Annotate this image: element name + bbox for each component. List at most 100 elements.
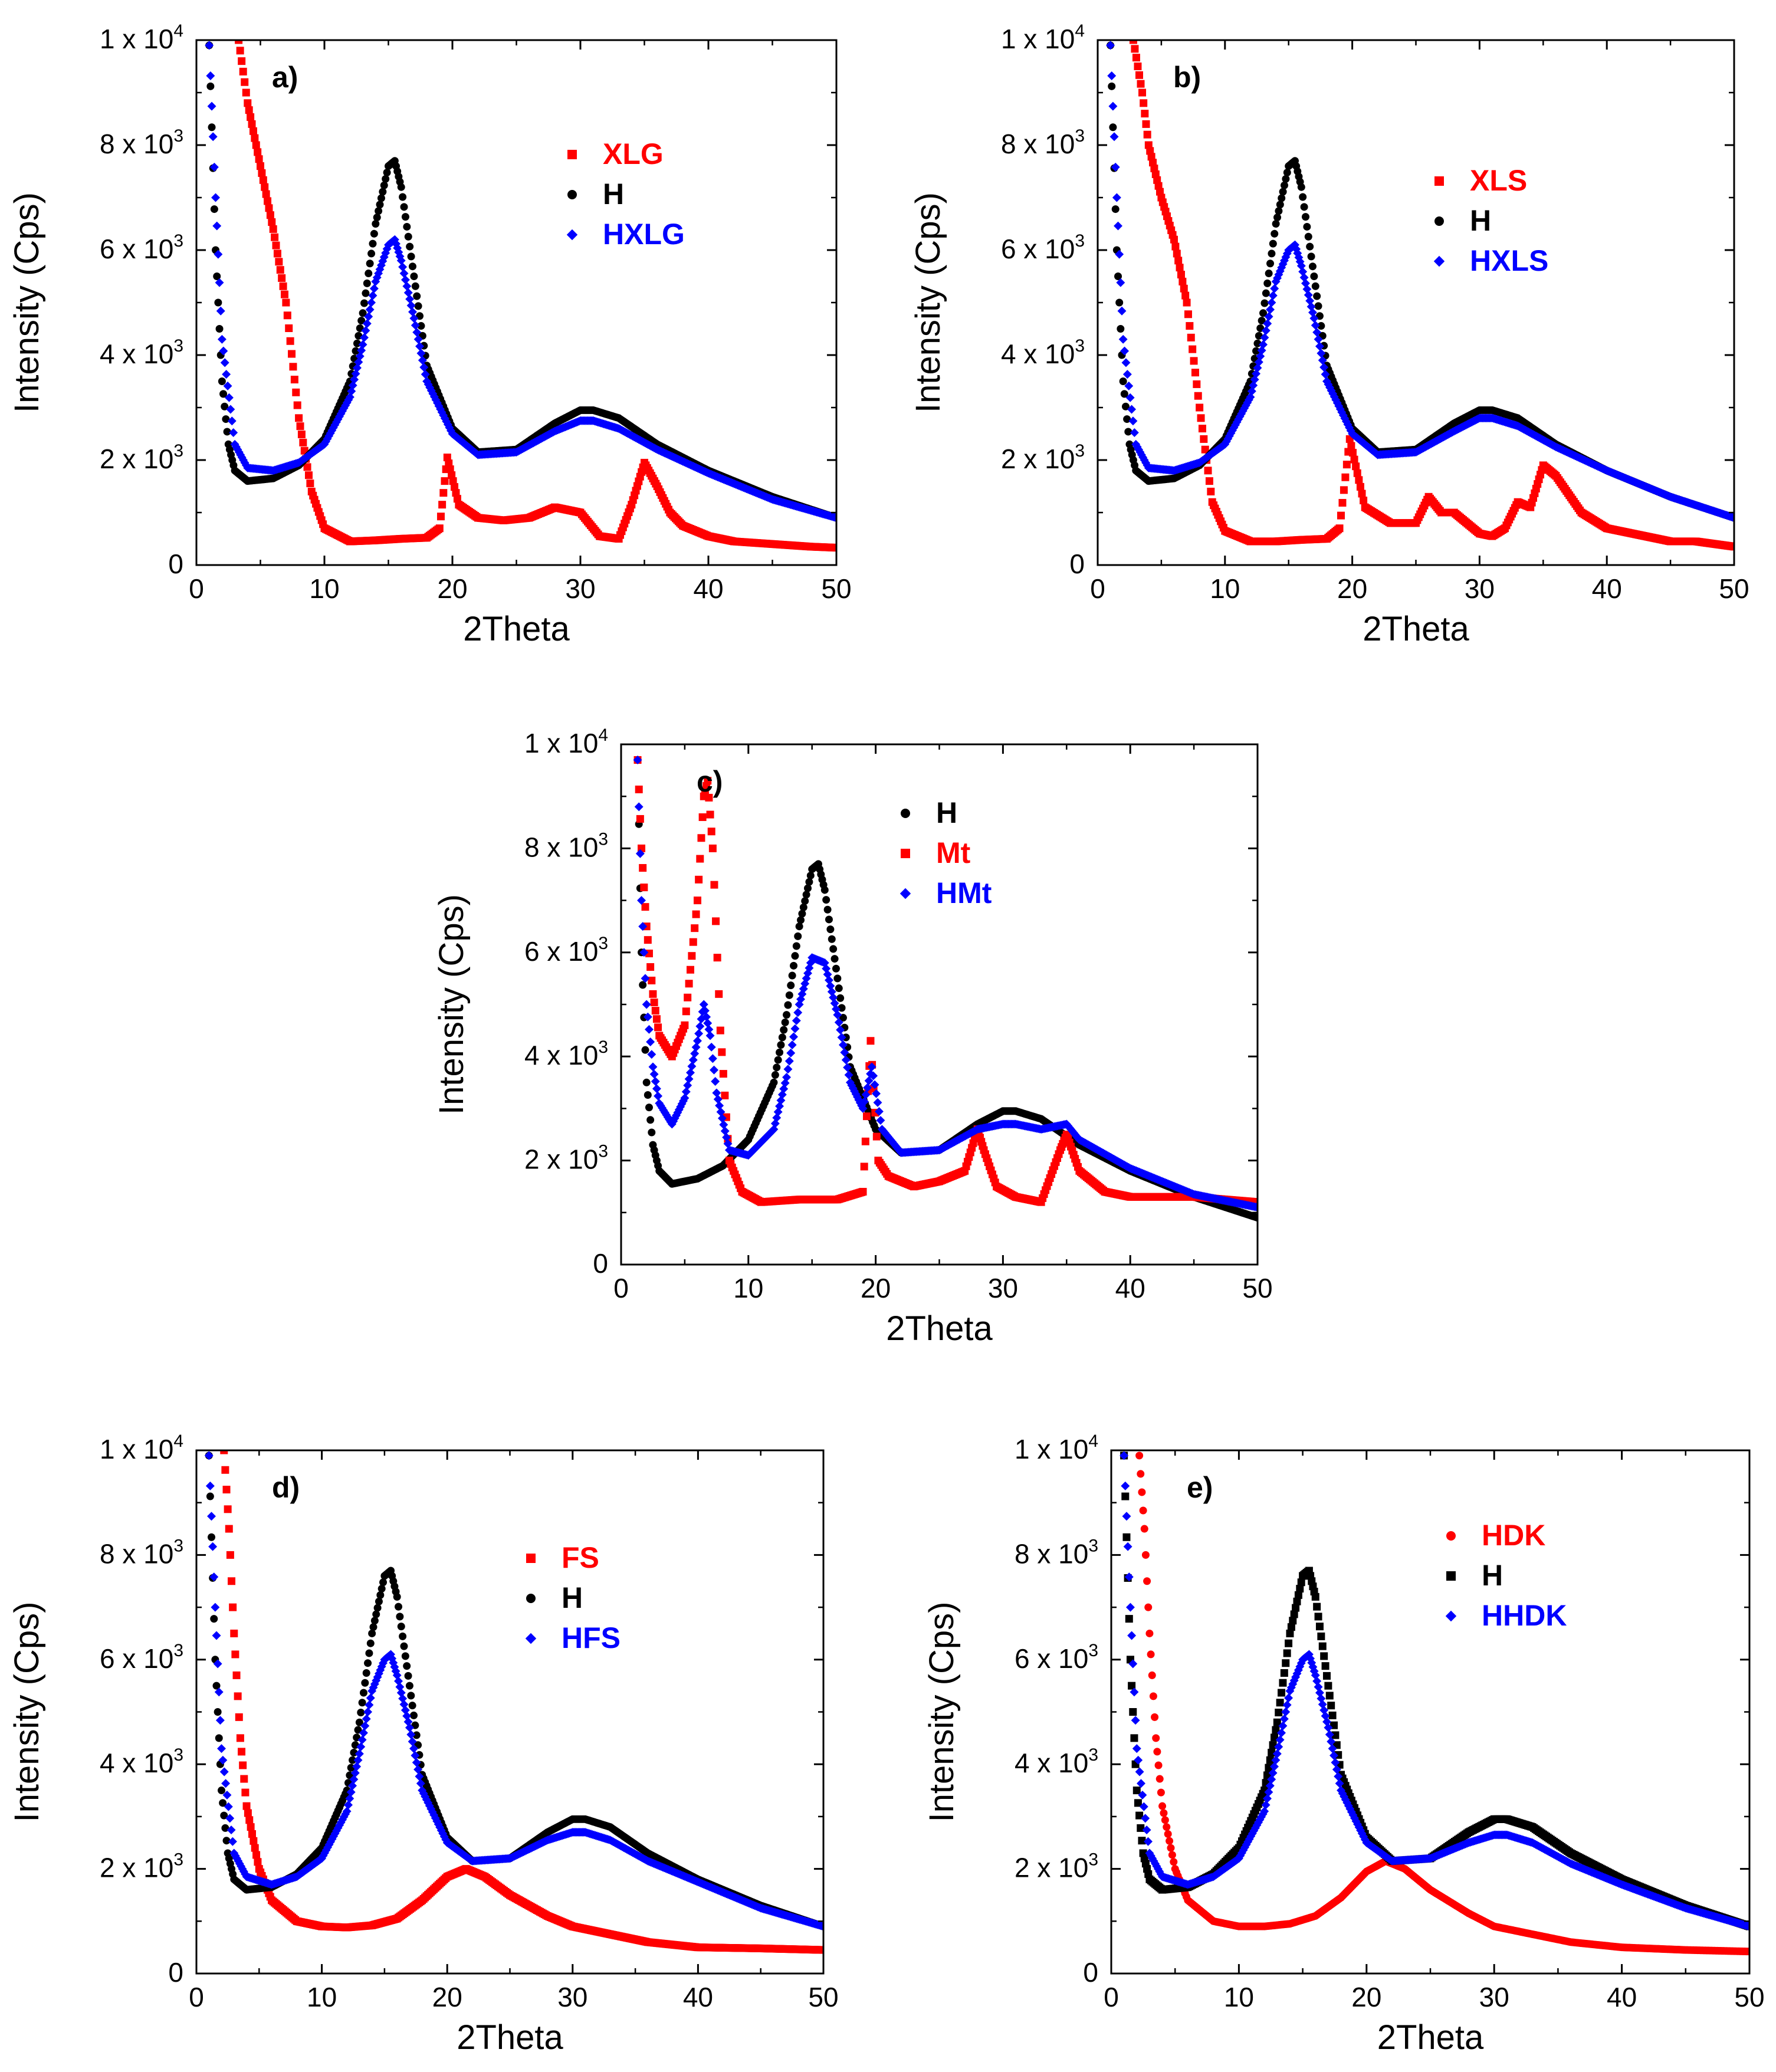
data-point: [1253, 339, 1262, 347]
data-point: [780, 1026, 788, 1034]
data-point: [719, 1120, 728, 1129]
data-point: [832, 513, 836, 523]
legend-entry-label: H: [936, 796, 957, 829]
data-point: [1108, 101, 1118, 111]
data-point: [1252, 347, 1260, 355]
data-point: [278, 274, 286, 282]
data-point: [859, 1188, 867, 1196]
data-point: [685, 980, 693, 988]
data-point: [394, 1676, 403, 1686]
data-point: [403, 1662, 411, 1670]
series-XLS: [1129, 40, 1734, 551]
data-point: [223, 381, 232, 390]
data-point: [351, 369, 360, 379]
data-point: [413, 1765, 423, 1774]
data-point: [867, 1062, 876, 1072]
data-point: [1128, 416, 1138, 426]
data-point: [843, 1063, 852, 1072]
data-point: [446, 465, 454, 474]
data-point: [407, 1692, 415, 1700]
data-point: [357, 346, 366, 355]
data-point: [647, 1050, 656, 1059]
data-point: [1207, 487, 1215, 495]
data-point: [251, 1844, 259, 1852]
data-point: [229, 428, 238, 437]
data-point: [1353, 469, 1361, 477]
data-point: [643, 1012, 652, 1022]
data-point: [373, 1672, 382, 1682]
data-point: [453, 495, 461, 503]
data-point: [357, 1735, 367, 1745]
data-point: [1122, 370, 1132, 379]
data-point: [222, 370, 231, 379]
data-point: [435, 524, 444, 533]
data-point: [408, 262, 416, 271]
data-point: [695, 1022, 705, 1031]
data-point: [1112, 193, 1121, 202]
data-point: [268, 218, 276, 226]
data-point: [681, 1087, 691, 1096]
data-point: [417, 322, 425, 330]
data-point: [798, 909, 806, 918]
x-tick-label: 30: [1465, 573, 1495, 604]
data-point: [1729, 513, 1734, 523]
data-point: [783, 1065, 793, 1074]
data-point: [1312, 327, 1322, 337]
data-point: [684, 1074, 694, 1083]
data-point: [825, 915, 833, 924]
x-axis-title: 2Theta: [463, 610, 570, 648]
data-point: [836, 1025, 845, 1035]
data-point: [360, 1721, 370, 1731]
data-point: [209, 162, 219, 172]
data-point: [648, 1128, 656, 1137]
data-point: [221, 402, 229, 411]
series-HXLG: [205, 41, 836, 523]
data-point: [1302, 284, 1312, 294]
data-point: [1347, 442, 1355, 450]
data-point: [1118, 334, 1128, 344]
data-point: [250, 1837, 258, 1845]
data-point: [412, 1758, 421, 1767]
data-point: [220, 1450, 228, 1454]
data-point: [230, 1629, 238, 1637]
data-point: [382, 175, 390, 183]
data-point: [705, 793, 713, 802]
data-point: [416, 1779, 425, 1788]
data-point: [296, 422, 304, 431]
y-tick-label: 0: [168, 549, 183, 579]
data-point: [359, 1689, 367, 1697]
data-point: [419, 1789, 428, 1798]
data-point: [644, 1091, 652, 1099]
panel-label: a): [272, 61, 298, 94]
data-point: [636, 815, 644, 823]
data-point: [223, 428, 231, 436]
data-point: [208, 132, 218, 142]
data-point: [1311, 282, 1319, 290]
data-point: [295, 414, 303, 422]
data-point: [688, 952, 696, 960]
data-point: [719, 1070, 727, 1078]
data-point: [639, 981, 647, 989]
data-point: [408, 307, 417, 317]
data-point: [713, 1095, 723, 1104]
data-point: [419, 363, 429, 372]
data-point: [1146, 147, 1154, 155]
data-point: [869, 1071, 878, 1081]
data-point: [712, 1088, 721, 1098]
data-point: [399, 1632, 407, 1640]
data-point: [1260, 333, 1269, 342]
data-point: [370, 1617, 379, 1625]
data-point: [688, 1055, 698, 1065]
data-point: [208, 1533, 216, 1541]
data-point: [205, 1481, 215, 1490]
data-point: [1191, 369, 1199, 377]
data-point: [362, 1669, 370, 1677]
data-point: [428, 389, 438, 398]
data-point: [1305, 296, 1315, 306]
data-point: [392, 1670, 402, 1680]
data-point: [642, 1000, 651, 1009]
data-point: [261, 183, 269, 191]
data-point: [361, 1679, 369, 1687]
